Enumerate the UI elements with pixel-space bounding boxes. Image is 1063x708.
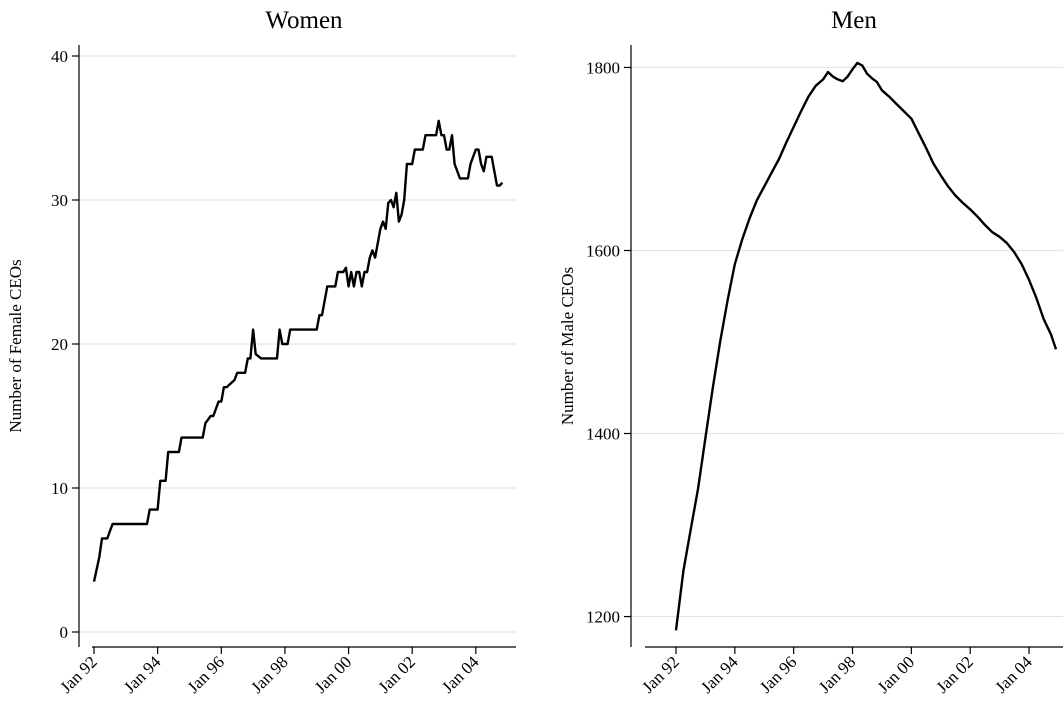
women-x-tick-label: Jan 98 xyxy=(247,652,291,696)
women-x-tick-label: Jan 94 xyxy=(120,652,165,697)
men-x-tick-label: Jan 04 xyxy=(991,652,1036,697)
men-x-tick-label: Jan 96 xyxy=(756,652,800,696)
men-x-tick-label: Jan 94 xyxy=(697,652,742,697)
men-series-line xyxy=(674,61,1058,631)
women-chart-panel: 0 10 20 30 40 Jan 92 Jan 94 Jan 96 Jan 98 Jan 00 J… xyxy=(6,7,516,697)
men-x-tick-label: Jan 02 xyxy=(933,652,977,696)
women-y-axis-label: Number of Female CEOs xyxy=(6,259,25,432)
women-y-tick-label: 40 xyxy=(51,47,68,66)
men-chart-title: Men xyxy=(831,7,877,34)
women-x-tick-label: Jan 04 xyxy=(438,652,483,697)
men-y-axis-label: Number of Male CEOs xyxy=(558,267,577,425)
men-y-tick-label: 1400 xyxy=(586,425,620,444)
men-x-tick-label: Jan 98 xyxy=(815,652,859,696)
women-y-tick-label: 30 xyxy=(51,191,68,210)
men-chart-panel: 1200 1400 1600 1800 Jan 92 Jan 94 Jan 96 Jan 98… xyxy=(558,7,1063,697)
women-y-tick-label: 10 xyxy=(51,479,68,498)
men-y-tick-label: 1800 xyxy=(586,58,620,77)
women-x-tick-label: Jan 00 xyxy=(311,652,355,696)
men-x-tick-label: Jan 92 xyxy=(638,652,682,696)
women-x-tick-label: Jan 92 xyxy=(56,652,100,696)
women-x-tick-label: Jan 96 xyxy=(184,652,228,696)
women-chart-title: Women xyxy=(265,7,343,34)
women-x-tick-label: Jan 02 xyxy=(375,652,419,696)
women-series-line xyxy=(92,119,504,582)
men-x-tick-label: Jan 00 xyxy=(874,652,918,696)
women-y-tick-label: 0 xyxy=(60,623,69,642)
women-y-tick-label: 20 xyxy=(51,335,68,354)
men-y-tick-label: 1200 xyxy=(586,608,620,627)
men-y-tick-label: 1600 xyxy=(586,241,620,260)
